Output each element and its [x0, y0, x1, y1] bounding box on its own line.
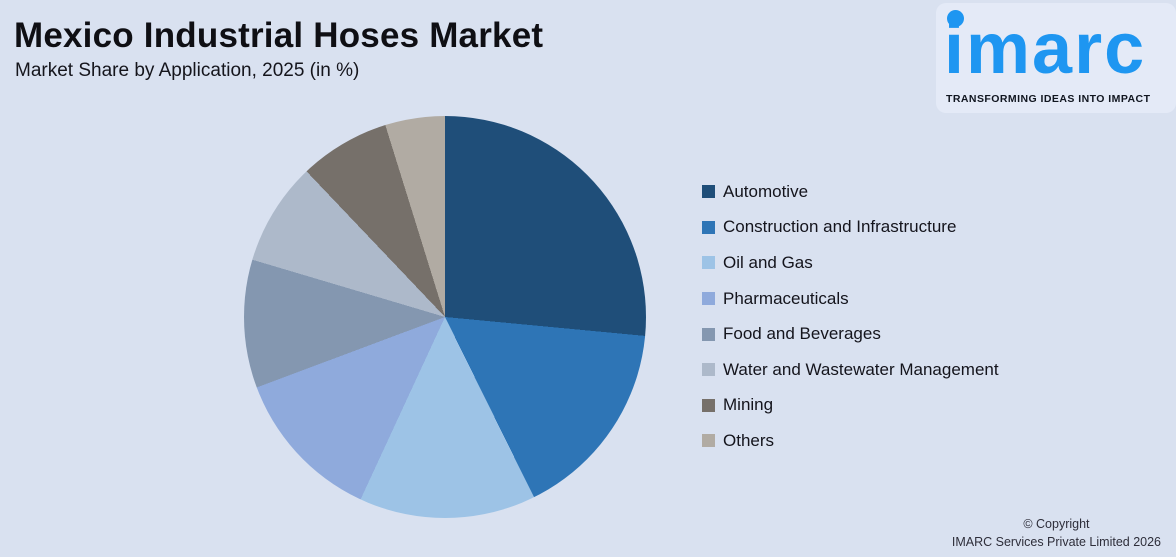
logo-tagline: TRANSFORMING IDEAS INTO IMPACT [946, 93, 1151, 105]
legend-item: Mining [702, 388, 999, 424]
legend-item: Others [702, 423, 999, 459]
legend-swatch [702, 434, 715, 448]
legend-swatch [702, 256, 715, 270]
legend: Automotive Construction and Infrastructu… [702, 174, 999, 459]
pie-chart [244, 116, 646, 518]
page-title: Mexico Industrial Hoses Market [14, 16, 544, 55]
legend-item: Food and Beverages [702, 316, 999, 352]
legend-label: Others [723, 430, 775, 450]
legend-item: Construction and Infrastructure [702, 210, 999, 246]
page-subtitle: Market Share by Application, 2025 (in %) [15, 60, 360, 81]
legend-label: Pharmaceuticals [723, 288, 849, 308]
legend-label: Construction and Infrastructure [723, 217, 957, 237]
legend-item: Automotive [702, 174, 999, 210]
logo-dot-icon [947, 10, 964, 27]
legend-item: Pharmaceuticals [702, 281, 999, 317]
legend-label: Mining [723, 395, 774, 415]
logo-wordmark: imarc [944, 9, 1147, 89]
legend-label: Water and Wastewater Management [723, 359, 999, 379]
copyright-line2: IMARC Services Private Limited 2026 [951, 534, 1161, 549]
legend-swatch [702, 220, 715, 234]
legend-label: Oil and Gas [723, 252, 813, 272]
legend-swatch [702, 363, 715, 377]
imarc-logo: imarc TRANSFORMING IDEAS INTO IMPACT [936, 3, 1176, 113]
legend-swatch [702, 292, 715, 306]
legend-swatch [702, 327, 715, 341]
copyright-notice: © Copyright IMARC Services Private Limit… [952, 515, 1161, 551]
copyright-line1: © Copyright [1023, 516, 1090, 531]
legend-label: Automotive [723, 181, 809, 201]
legend-swatch [702, 398, 715, 412]
legend-label: Food and Beverages [723, 324, 881, 344]
legend-item: Water and Wastewater Management [702, 352, 999, 388]
legend-item: Oil and Gas [702, 245, 999, 281]
legend-swatch [702, 185, 715, 199]
